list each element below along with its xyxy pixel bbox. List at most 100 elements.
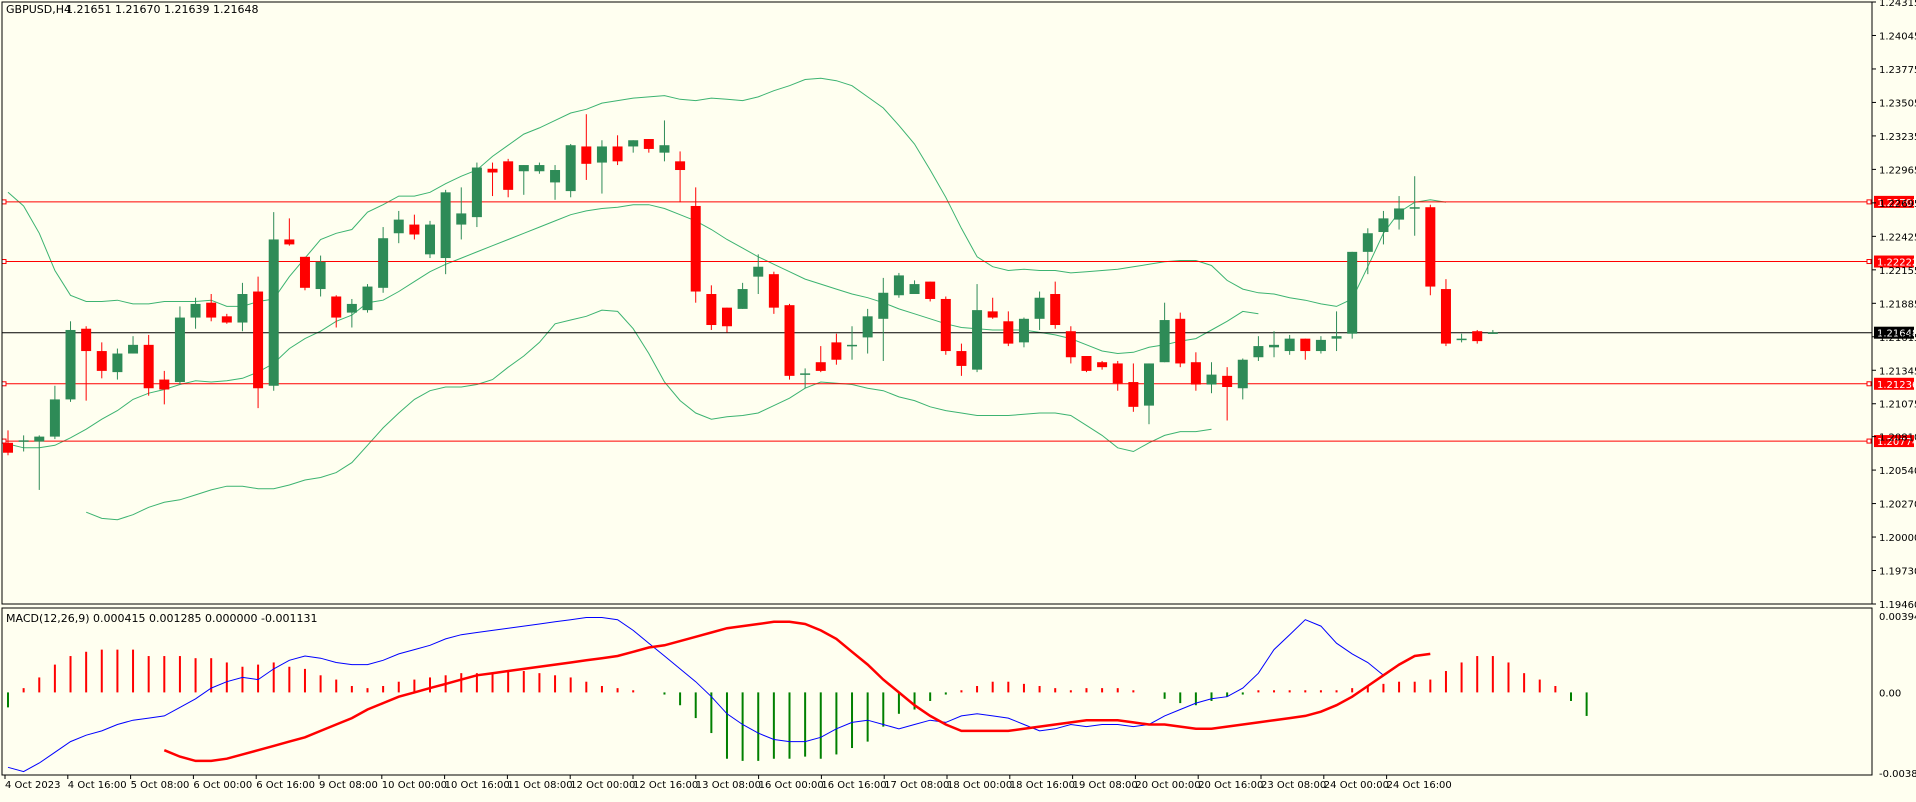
price-tick-label: 1.22425	[1879, 232, 1916, 243]
candle-bull	[456, 213, 467, 225]
macd-line	[7, 617, 1384, 773]
price-tick-label: 1.21075	[1879, 400, 1916, 411]
candle-bull	[128, 344, 139, 354]
level-handle-left[interactable]	[1, 199, 7, 205]
time-tick-label: 16 Oct 00:00	[759, 780, 824, 791]
bollinger-upper-line	[7, 77, 1447, 307]
current-price-tag	[1874, 326, 1914, 339]
level-price-tag	[1874, 377, 1914, 390]
candle-bear	[1222, 375, 1233, 388]
candle-bear	[815, 362, 826, 371]
candle-bear	[253, 291, 264, 389]
candle-bull	[1487, 332, 1498, 334]
candle-bull	[1394, 208, 1405, 220]
candle-bear	[1003, 321, 1014, 344]
candle-bull	[893, 275, 904, 296]
candle-bull	[1409, 207, 1420, 209]
candle-bear	[81, 328, 92, 352]
candle-bull	[800, 373, 811, 375]
time-tick-label: 6 Oct 16:00	[256, 780, 315, 791]
level-handle-right[interactable]	[1866, 381, 1872, 387]
time-tick-label: 16 Oct 16:00	[821, 780, 886, 791]
candle-bear	[1128, 382, 1139, 407]
candle-bull	[49, 399, 60, 437]
candle-bear	[1472, 331, 1483, 342]
candle-bear	[925, 281, 936, 299]
candle-bull	[1018, 318, 1029, 343]
candle-bear	[721, 307, 732, 327]
price-tick-label: 1.24315	[1879, 0, 1916, 9]
time-tick-label: 10 Oct 16:00	[445, 780, 510, 791]
candle-bull	[659, 145, 670, 153]
candle-bear	[706, 294, 717, 326]
price-tick-label: 1.24045	[1879, 31, 1916, 42]
level-price-tag	[1874, 435, 1914, 448]
macd-plot-frame	[1, 607, 1873, 776]
level-price-tag	[1874, 195, 1914, 208]
candle-bear	[331, 296, 342, 318]
candle-bear	[831, 342, 842, 360]
level-handle-right[interactable]	[1866, 259, 1872, 265]
candle-bull	[393, 219, 404, 234]
price-tick-label: 1.21345	[1879, 366, 1916, 377]
time-tick-label: 23 Oct 08:00	[1261, 780, 1326, 791]
candle-bear	[581, 146, 592, 164]
candle-bull	[565, 145, 576, 192]
candle-bear	[784, 305, 795, 376]
candle-bull	[847, 344, 858, 347]
price-tick-label: 1.22965	[1879, 165, 1916, 176]
time-tick-label: 12 Oct 16:00	[633, 780, 698, 791]
candle-bull	[972, 310, 983, 370]
time-tick-label: 13 Oct 08:00	[696, 780, 761, 791]
level-handle-left[interactable]	[1, 259, 7, 265]
symbol-label: GBPUSD,H4	[6, 3, 71, 16]
time-tick-label: 18 Oct 16:00	[1010, 780, 1075, 791]
candle-bear	[643, 139, 654, 149]
candle-bull	[1206, 374, 1217, 385]
candle-bear	[96, 351, 107, 371]
candle-bull	[1269, 344, 1280, 348]
candle-bear	[987, 311, 998, 318]
time-tick-label: 10 Oct 00:00	[382, 780, 447, 791]
time-tick-label: 17 Oct 08:00	[884, 780, 949, 791]
candle-bear	[409, 224, 420, 235]
candle-bull	[1159, 320, 1170, 363]
candle-bull	[1315, 339, 1326, 352]
level-handle-left[interactable]	[1, 438, 7, 444]
candle-bear	[612, 146, 623, 162]
candle-bull	[425, 224, 436, 255]
candle-bull	[1237, 359, 1248, 389]
candle-bear	[675, 161, 686, 171]
level-handle-left[interactable]	[1, 381, 7, 387]
bollinger-lower-line	[86, 309, 1212, 521]
candle-bull	[346, 303, 357, 313]
time-tick-label: 19 Oct 08:00	[1073, 780, 1138, 791]
time-tick-label: 11 Oct 08:00	[507, 780, 572, 791]
candle-bear	[221, 316, 232, 323]
candle-bear	[1190, 362, 1201, 385]
price-tick-label: 1.20270	[1879, 500, 1916, 511]
candle-bear	[1175, 318, 1186, 364]
time-tick-label: 12 Oct 00:00	[570, 780, 635, 791]
candle-bull	[190, 303, 201, 318]
candle-bear	[3, 442, 13, 453]
candle-bear	[1081, 356, 1092, 371]
candle-bull	[1143, 363, 1154, 406]
candle-bear	[206, 302, 217, 318]
candle-bull	[534, 165, 545, 172]
ohlc-label: 1.21651 1.21670 1.21639 1.21648	[66, 3, 258, 16]
time-tick-label: 20 Oct 16:00	[1198, 780, 1263, 791]
level-handle-right[interactable]	[1866, 438, 1872, 444]
macd-tick-label: -0.003861	[1879, 769, 1916, 780]
candle-bull	[440, 192, 451, 259]
candle-bear	[487, 168, 498, 173]
candle-bear	[1300, 338, 1311, 352]
candle-bull	[550, 170, 561, 183]
candle-bull	[174, 317, 185, 383]
level-handle-right[interactable]	[1866, 199, 1872, 205]
price-tick-label: 1.23235	[1879, 132, 1916, 143]
